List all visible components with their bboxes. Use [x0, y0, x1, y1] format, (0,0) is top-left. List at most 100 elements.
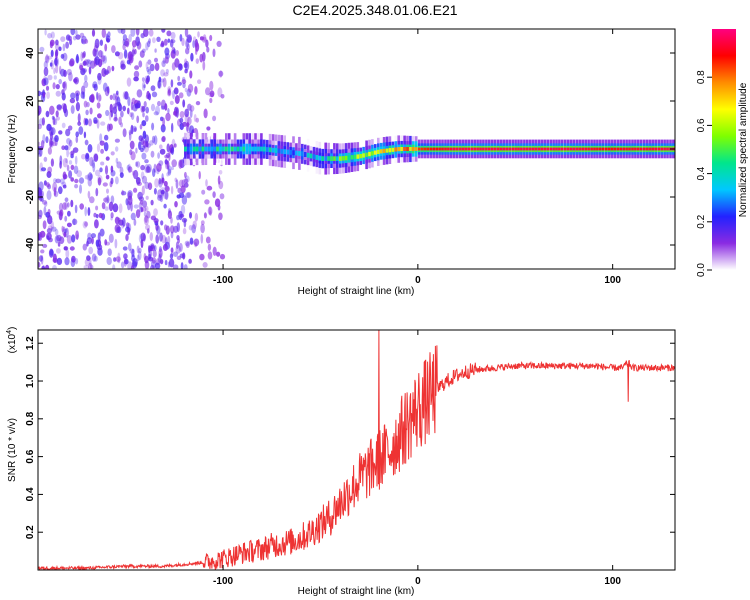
noise-blob — [145, 77, 149, 85]
signal-cell — [394, 147, 398, 152]
noise-blob — [147, 59, 152, 65]
noise-blob — [78, 126, 84, 135]
noise-blob — [174, 95, 180, 104]
noise-blob — [181, 37, 185, 47]
noise-blob — [98, 50, 103, 58]
signal-cell — [493, 147, 497, 151]
noise-blob — [84, 221, 89, 227]
noise-blob — [150, 199, 154, 206]
spectrogram-ytick-label: -20 — [25, 189, 36, 204]
noise-blob — [45, 264, 50, 269]
noise-blob — [75, 92, 79, 102]
noise-blob — [200, 223, 205, 234]
noise-blob — [178, 242, 183, 252]
signal-cell — [365, 152, 368, 157]
noise-blob — [55, 90, 61, 97]
noise-blob — [142, 200, 148, 208]
noise-blob — [187, 83, 194, 93]
signal-cell — [599, 147, 602, 151]
noise-blob — [122, 128, 127, 138]
signal-cell — [356, 154, 360, 159]
signal-cell — [616, 147, 620, 151]
noise-blob — [151, 257, 157, 264]
noise-blob — [184, 175, 190, 183]
signal-cell — [207, 146, 211, 152]
noise-blob — [97, 72, 102, 81]
signal-cell — [564, 147, 567, 151]
noise-blob — [56, 248, 61, 254]
snr-frame — [37, 329, 676, 571]
noise-blob — [133, 187, 138, 193]
spectrogram-ticks: -100 0 100 -40 -20 0 20 40 — [25, 29, 675, 286]
noise-blob — [103, 69, 110, 75]
noise-blob — [185, 47, 190, 55]
noise-blob — [68, 125, 73, 131]
noise-blob — [50, 127, 56, 136]
noise-blob — [142, 48, 146, 53]
noise-blob — [124, 258, 129, 265]
noise-blob — [51, 141, 57, 147]
noise-blob — [217, 87, 223, 98]
noise-blob — [58, 130, 63, 135]
noise-blob — [167, 86, 172, 94]
signal-cell — [552, 147, 555, 151]
noise-blob — [112, 203, 119, 213]
signal-cell — [508, 147, 511, 151]
signal-cell — [455, 147, 459, 151]
noise-blob — [109, 103, 113, 113]
noise-blob — [134, 127, 137, 132]
noise-blob — [190, 52, 194, 62]
noise-blob — [151, 91, 158, 98]
noise-blob — [157, 100, 161, 107]
noise-blob — [165, 68, 169, 74]
noise-blob — [64, 145, 69, 151]
noise-blob — [79, 184, 82, 194]
noise-blob — [82, 243, 88, 251]
noise-blob — [150, 264, 155, 269]
noise-blob — [50, 140, 54, 148]
noise-blob — [88, 66, 92, 75]
noise-blob — [88, 118, 92, 127]
signal-cell — [549, 147, 552, 151]
noise-blob — [73, 165, 79, 174]
noise-blob — [96, 244, 103, 251]
signal-cell — [333, 156, 336, 161]
signal-cell — [581, 147, 585, 151]
noise-blob — [131, 40, 137, 48]
noise-blob — [164, 103, 168, 111]
signal-cell — [277, 148, 281, 154]
signal-cell — [219, 146, 222, 152]
noise-blob — [67, 202, 70, 208]
noise-blob — [43, 60, 48, 69]
signal-cell — [409, 147, 412, 151]
noise-blob — [65, 34, 71, 41]
noise-blob — [53, 75, 57, 80]
signal-cell — [274, 148, 278, 153]
signal-cell — [426, 147, 430, 151]
signal-cell — [447, 147, 450, 151]
noise-blob — [153, 208, 158, 217]
noise-blob — [145, 42, 149, 51]
signal-cell — [558, 147, 561, 151]
noise-blob — [49, 249, 54, 256]
signal-cell — [312, 154, 316, 160]
noise-blob — [96, 92, 102, 103]
noise-blob — [193, 36, 197, 42]
noise-blob — [173, 111, 177, 116]
noise-blob — [169, 253, 174, 259]
noise-blob — [153, 188, 157, 195]
noise-blob — [56, 257, 63, 265]
noise-blob — [167, 210, 172, 220]
snr-ytick-label: 0.6 — [25, 449, 36, 463]
noise-blob — [54, 137, 58, 147]
noise-blob — [209, 90, 215, 98]
noise-blob — [218, 180, 224, 190]
noise-blob — [130, 112, 135, 120]
noise-blob — [49, 62, 53, 67]
noise-blob — [64, 197, 69, 202]
noise-blob — [75, 55, 80, 64]
signal-cell — [432, 147, 436, 151]
noise-blob — [161, 234, 167, 244]
signal-cell — [397, 147, 400, 152]
noise-blob — [68, 160, 73, 165]
